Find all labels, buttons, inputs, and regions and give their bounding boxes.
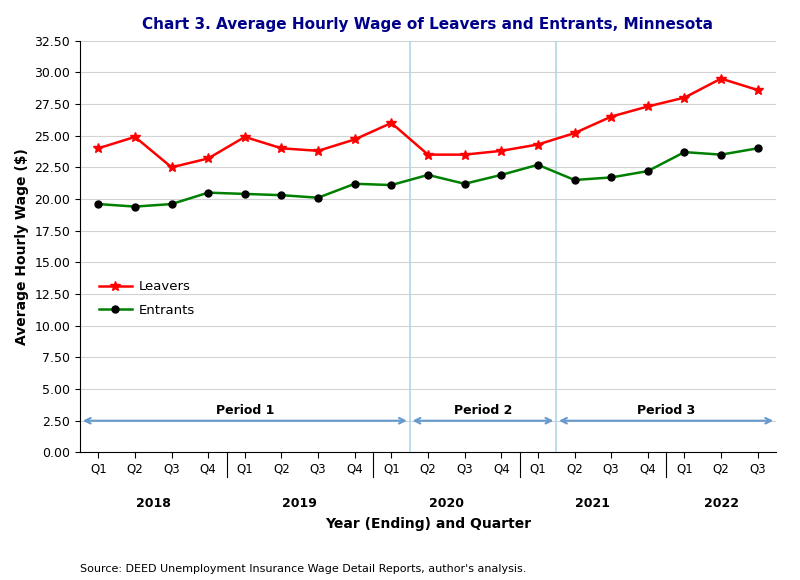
Title: Chart 3. Average Hourly Wage of Leavers and Entrants, Minnesota: Chart 3. Average Hourly Wage of Leavers … xyxy=(142,17,714,32)
X-axis label: Year (Ending) and Quarter: Year (Ending) and Quarter xyxy=(325,517,531,531)
Y-axis label: Average Hourly Wage ($): Average Hourly Wage ($) xyxy=(15,148,29,345)
Text: 2022: 2022 xyxy=(703,497,738,510)
Text: 2020: 2020 xyxy=(429,497,464,510)
Text: Period 3: Period 3 xyxy=(637,404,695,417)
Text: Period 2: Period 2 xyxy=(454,404,512,417)
Legend: Leavers, Entrants: Leavers, Entrants xyxy=(94,275,200,322)
Text: Period 1: Period 1 xyxy=(216,404,274,417)
Text: 2021: 2021 xyxy=(575,497,610,510)
Text: 2019: 2019 xyxy=(282,497,318,510)
Text: 2018: 2018 xyxy=(136,497,170,510)
Text: Source: DEED Unemployment Insurance Wage Detail Reports, author's analysis.: Source: DEED Unemployment Insurance Wage… xyxy=(80,564,526,574)
